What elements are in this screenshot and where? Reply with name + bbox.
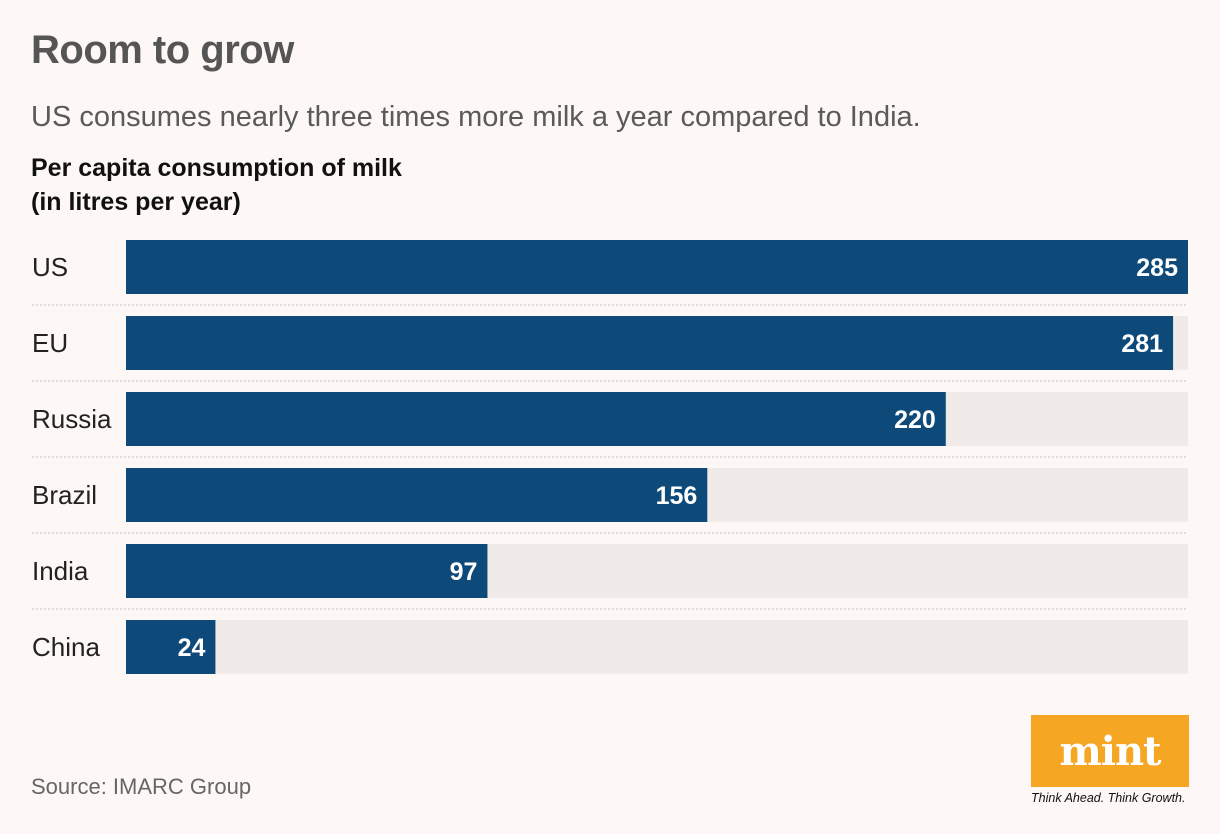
bar-us bbox=[126, 240, 1188, 294]
chart-subtitle: US consumes nearly three times more milk… bbox=[31, 101, 921, 133]
bar-india bbox=[126, 544, 488, 598]
value-label-russia: 220 bbox=[894, 406, 936, 434]
value-label-us: 285 bbox=[1136, 254, 1178, 282]
bar-track-china bbox=[126, 620, 1188, 674]
value-label-china: 24 bbox=[178, 634, 206, 662]
source-note: Source: IMARC Group bbox=[31, 774, 252, 799]
category-label-us: US bbox=[32, 252, 68, 282]
category-label-brazil: Brazil bbox=[32, 480, 97, 510]
logo-wordmark: mint bbox=[1059, 727, 1161, 775]
mint-logo: mint bbox=[1031, 715, 1189, 787]
bar-eu bbox=[126, 316, 1174, 370]
category-label-eu: EU bbox=[32, 328, 68, 358]
bar-china bbox=[126, 620, 216, 674]
value-label-india: 97 bbox=[450, 558, 478, 586]
category-label-china: China bbox=[32, 632, 100, 662]
value-label-brazil: 156 bbox=[656, 482, 698, 510]
chart-heading: Per capita consumption of milk (in litre… bbox=[31, 151, 402, 219]
chart-title: Room to grow bbox=[31, 28, 294, 72]
category-label-india: India bbox=[32, 556, 89, 586]
logo-tagline: Think Ahead. Think Growth. bbox=[1031, 791, 1186, 805]
chart-heading-line2: (in litres per year) bbox=[31, 188, 241, 216]
bar-brazil bbox=[126, 468, 708, 522]
chart-heading-line1: Per capita consumption of milk bbox=[31, 154, 402, 182]
value-label-eu: 281 bbox=[1121, 330, 1163, 358]
category-label-russia: Russia bbox=[32, 404, 112, 434]
bar-russia bbox=[126, 392, 946, 446]
